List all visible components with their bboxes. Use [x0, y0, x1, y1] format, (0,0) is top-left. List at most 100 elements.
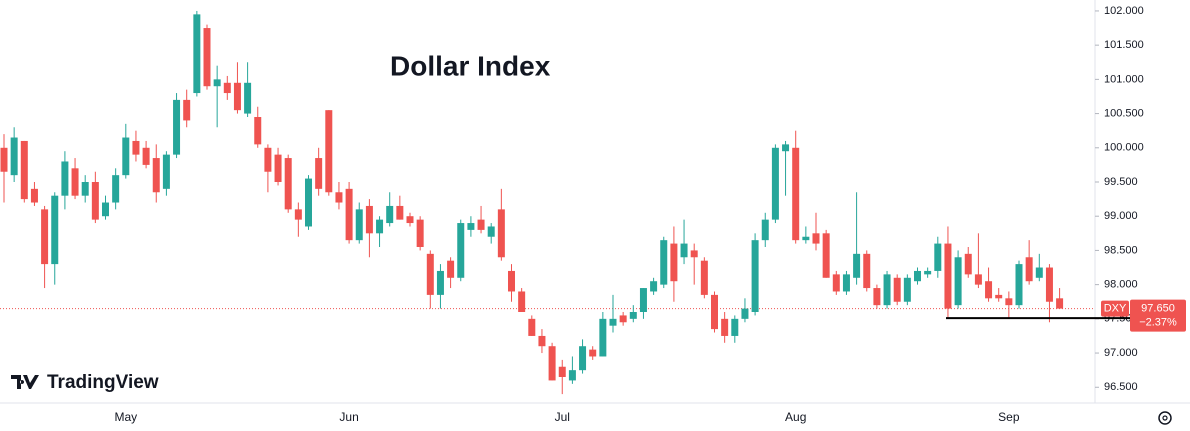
candle-body [883, 274, 891, 306]
candle-body [599, 318, 607, 357]
candle-body [741, 308, 749, 319]
candle-body [568, 370, 576, 381]
candle-body [41, 209, 49, 265]
x-tick-label: Jul [555, 410, 570, 424]
candle-body [680, 243, 688, 258]
candle-body [436, 270, 444, 295]
candle-body [274, 154, 282, 182]
candle-body [518, 291, 526, 312]
candle-body [782, 144, 790, 152]
x-tick-label: Aug [785, 410, 806, 424]
candle-body [0, 147, 8, 172]
candle-body [447, 260, 455, 278]
candle-body [812, 233, 820, 244]
candle-body [426, 253, 434, 295]
candle-body [1045, 267, 1053, 302]
candle-body [173, 99, 181, 155]
candle-body [203, 28, 211, 87]
candle-body [102, 202, 109, 217]
price-box [1130, 299, 1186, 332]
candle-body [954, 257, 962, 306]
candle-body [802, 236, 810, 241]
brand: TradingView [47, 372, 159, 393]
candle-body [294, 209, 302, 220]
candle-body [1035, 267, 1043, 278]
candle-body [30, 188, 38, 203]
x-tick-label: May [114, 410, 137, 424]
candle-body [396, 205, 404, 220]
candle-body [985, 281, 993, 299]
candle-body [711, 294, 718, 330]
candle-body [873, 288, 881, 306]
candle-body [355, 209, 363, 241]
candle-body [10, 137, 18, 176]
candle-body [589, 349, 597, 357]
candle-body [487, 226, 495, 237]
candle-body [548, 346, 556, 381]
gear-center[interactable] [1162, 415, 1168, 421]
candle-body [914, 270, 921, 282]
candle-body [81, 182, 89, 196]
candle-body [629, 312, 637, 319]
candle-body [650, 281, 658, 292]
chart-title: Dollar Index [390, 50, 551, 81]
candle-body [751, 240, 759, 312]
y-tick-label: 101.000 [1104, 73, 1144, 85]
candle-body [416, 219, 424, 247]
candle-body [528, 318, 536, 336]
candle-body [61, 161, 69, 196]
x-tick-label: Sep [998, 410, 1020, 424]
gear[interactable] [1158, 411, 1172, 425]
y-tick-label: 100.000 [1104, 142, 1144, 154]
candle-body [305, 178, 312, 227]
y-tick-label: 98.000 [1104, 279, 1138, 291]
candle-body [832, 274, 840, 292]
candle-body [51, 195, 59, 265]
candle-body [842, 274, 850, 292]
y-tick-label: 99.000 [1104, 210, 1138, 222]
candle-body [122, 137, 130, 176]
candle-body [162, 154, 170, 189]
logo: TradingView [11, 372, 159, 393]
candle-body [1015, 264, 1023, 306]
y-tick-label: 100.500 [1104, 107, 1144, 119]
candle-body [193, 14, 201, 94]
candle-body [284, 158, 292, 210]
candle-body [558, 366, 566, 377]
candle-body [538, 335, 546, 347]
y-tick-label: 98.500 [1104, 244, 1138, 256]
candle-body [335, 192, 343, 203]
x-tick-label: Jun [339, 410, 358, 424]
y-tick-label: 102.000 [1104, 5, 1144, 17]
candle-body [183, 99, 191, 121]
candle-body [792, 147, 800, 241]
settings-icon[interactable] [1158, 411, 1172, 425]
candle-body [995, 294, 1003, 299]
candle-body [863, 253, 871, 289]
candle-body [315, 158, 323, 189]
change-label: −2.37% [1139, 316, 1177, 328]
candle-body [112, 175, 120, 203]
candle-body [386, 205, 394, 224]
symbol-label: DXY [1104, 302, 1127, 314]
candle-body [761, 219, 769, 241]
candle-body [660, 240, 668, 285]
y-tick-label: 101.500 [1104, 39, 1144, 51]
candle-body [223, 82, 231, 94]
candle-body [457, 223, 465, 278]
candle-body [467, 223, 475, 230]
candle-body [944, 243, 952, 309]
candle-body [508, 270, 515, 292]
candle-body [152, 158, 160, 193]
candle-body [974, 274, 982, 285]
candle-body [376, 219, 384, 234]
candle-body [254, 117, 262, 145]
y-tick-label: 99.500 [1104, 176, 1138, 188]
y-tick-label: 97.000 [1104, 347, 1138, 359]
candle-body [244, 82, 252, 114]
candle-body [132, 140, 140, 155]
candle-body [477, 219, 485, 230]
y-tick-label: 96.500 [1104, 381, 1138, 393]
symbol-box [1101, 300, 1129, 317]
